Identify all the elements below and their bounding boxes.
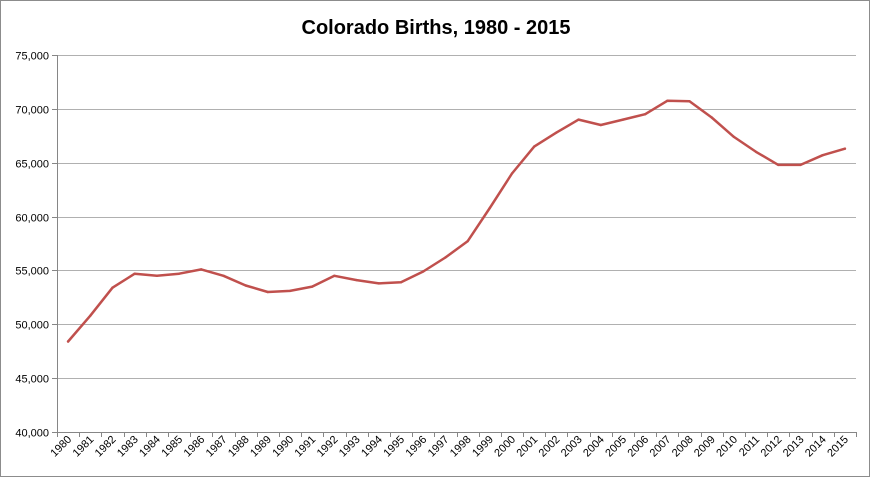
x-tick-label: 2015 [825, 434, 851, 460]
x-tick-label: 2003 [559, 434, 585, 460]
x-tick-label: 2002 [537, 434, 563, 460]
data-point-2014 [821, 154, 824, 157]
x-tick-label: 2010 [714, 434, 740, 460]
x-tick-label: 2011 [737, 434, 762, 459]
data-point-2002 [555, 131, 558, 134]
x-tick-label: 2014 [803, 434, 829, 460]
x-tick-label: 2007 [648, 434, 674, 460]
x-axis: 1980198119821983198419851986198719881989… [48, 432, 857, 460]
data-point-1989 [266, 290, 269, 294]
x-tick-label: 2000 [492, 434, 518, 460]
data-point-1988 [244, 284, 247, 287]
data-point-1986 [200, 268, 203, 271]
data-point-2011 [754, 150, 758, 154]
x-tick-label: 1982 [93, 434, 119, 460]
data-point-2007 [666, 99, 669, 103]
x-tick-label: 2004 [581, 434, 607, 460]
data-point-2009 [710, 116, 713, 119]
chart-title: Colorado Births, 1980 - 2015 [302, 17, 571, 39]
x-tick-label: 2013 [781, 434, 807, 460]
x-tick-label: 1994 [359, 434, 385, 460]
data-point-2003 [577, 118, 580, 121]
x-tick-label: 1980 [48, 434, 74, 460]
gridlines [52, 55, 856, 433]
x-tick-label: 1988 [226, 434, 252, 460]
x-tick-label: 1985 [159, 434, 185, 460]
data-point-2006 [644, 113, 647, 116]
data-point-1980 [66, 340, 70, 343]
x-tick-label: 1999 [470, 434, 496, 460]
data-point-2012 [777, 163, 780, 167]
y-tick-label: 40,000 [15, 428, 49, 440]
data-point-1998 [466, 240, 469, 243]
x-tick-label: 2006 [625, 434, 651, 460]
data-point-2015 [843, 147, 847, 150]
series-line-0 [66, 99, 847, 343]
data-point-1999 [488, 206, 491, 210]
x-tick-label: 2008 [670, 434, 696, 460]
x-tick-label: 1995 [381, 434, 407, 460]
x-tick-label: 2009 [692, 434, 718, 460]
y-tick-label: 60,000 [15, 213, 49, 225]
x-tick-label: 1981 [71, 434, 97, 460]
data-point-1981 [89, 314, 92, 317]
y-axis: 40,000 45,000 50,000 55,000 60,000 65,000 70,0… [15, 51, 58, 440]
x-tick-label: 1984 [137, 434, 163, 460]
series-layer [66, 99, 847, 343]
y-tick-label: 55,000 [15, 266, 49, 278]
y-tick-label: 65,000 [15, 159, 49, 171]
x-tick-label: 2001 [515, 434, 541, 460]
x-tick-label: 1989 [248, 434, 274, 460]
y-tick-label: 75,000 [15, 51, 49, 63]
data-point-1991 [311, 285, 314, 288]
data-point-1994 [377, 282, 380, 285]
data-point-1985 [177, 272, 181, 275]
data-point-2010 [732, 135, 736, 139]
x-tick-label: 1990 [270, 434, 296, 460]
data-point-2004 [599, 123, 602, 127]
y-tick-label: 45,000 [15, 374, 49, 386]
x-tick-label: 2005 [603, 434, 629, 460]
data-point-1983 [133, 272, 136, 275]
data-point-2008 [688, 100, 691, 103]
x-tick-label: 1986 [182, 434, 208, 460]
x-tick-label: 1998 [448, 434, 474, 460]
data-point-1995 [399, 281, 403, 284]
x-tick-label: 1983 [115, 434, 141, 460]
y-tick-label: 50,000 [15, 320, 49, 332]
data-point-1982 [111, 286, 114, 289]
data-point-1997 [444, 256, 447, 259]
data-point-1984 [155, 274, 159, 277]
data-point-1992 [333, 274, 336, 277]
x-tick-label: 1992 [315, 434, 341, 460]
data-point-2001 [533, 145, 536, 148]
x-tick-label: 1987 [204, 434, 230, 460]
data-point-2013 [799, 163, 802, 167]
x-tick-label: 1993 [337, 434, 363, 460]
data-point-1990 [288, 289, 292, 293]
x-tick-label: 2012 [759, 434, 785, 460]
data-point-1993 [355, 278, 358, 282]
data-point-2005 [621, 118, 625, 121]
data-point-1987 [222, 274, 225, 277]
data-point-1996 [422, 270, 425, 273]
x-tick-label: 1991 [293, 434, 319, 460]
x-tick-label: 1996 [404, 434, 430, 460]
y-tick-label: 70,000 [15, 105, 49, 117]
data-point-2000 [510, 172, 514, 175]
x-tick-label: 1997 [426, 434, 452, 460]
